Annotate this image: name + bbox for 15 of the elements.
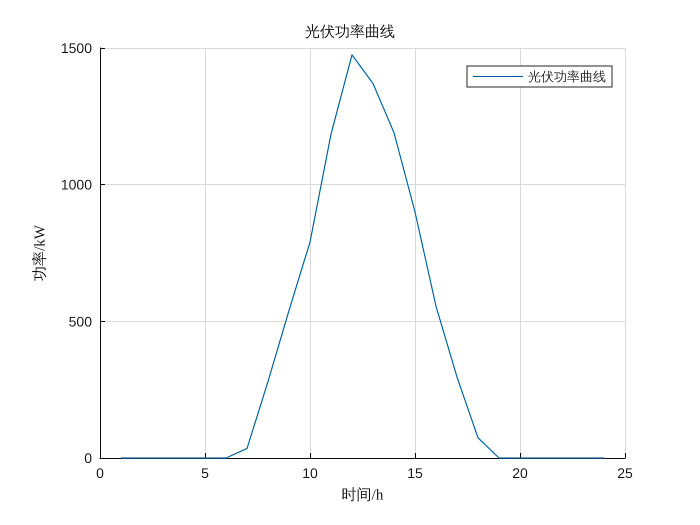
x-tick-label: 20 (512, 465, 528, 481)
x-tick-label: 0 (96, 465, 104, 481)
legend-label: 光伏功率曲线 (528, 69, 606, 84)
y-axis-title: 功率/kW (32, 224, 48, 281)
x-tick-label: 5 (201, 465, 210, 481)
x-tick-label: 25 (617, 465, 633, 481)
x-tick-label: 10 (302, 465, 318, 481)
x-tick-label: 15 (407, 465, 423, 481)
y-tick-label: 1500 (60, 40, 92, 56)
y-tick-label: 500 (68, 313, 92, 330)
chart-title: 光伏功率曲线 (305, 24, 395, 40)
x-axis-title: 时间/h (342, 486, 384, 504)
y-tick-label: 0 (84, 450, 92, 466)
y-tick-label: 1000 (60, 176, 92, 193)
line-series (120, 54, 605, 459)
